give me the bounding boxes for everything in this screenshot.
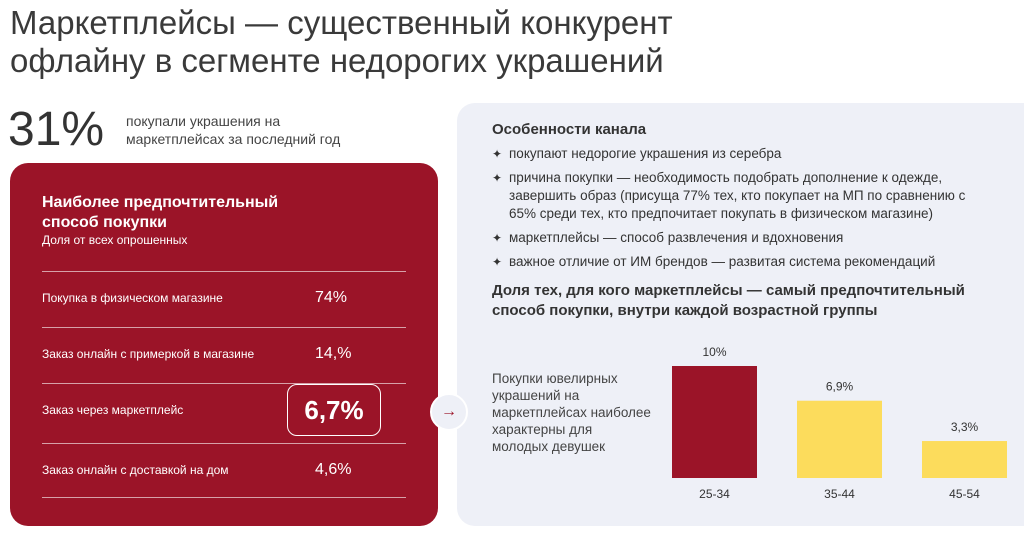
panel-title: Наиболее предпочтительный способ покупки	[42, 194, 279, 231]
channel-features-panel: Особенности канала покупают недорогие ук…	[457, 103, 1024, 526]
panel-subtitle: Доля от всех опрошенных	[42, 233, 188, 247]
row-label: Покупка в физическом магазине	[42, 291, 223, 305]
feature-item: маркетплейсы — способ развлечения и вдох…	[492, 229, 982, 247]
table-row: Заказ онлайн с примеркой в магазине 14,%	[42, 327, 406, 382]
arrow-icon: →	[430, 393, 468, 431]
page-title: Маркетплейсы — существенный конкурент оф…	[10, 4, 673, 79]
row-value: 4,6%	[315, 461, 352, 478]
chart: 10% 25-34 6,9% 35-44 3,3% 45-54	[672, 345, 1007, 501]
chart-title: Доля тех, для кого маркетплейсы — самый …	[492, 282, 965, 319]
row-value: 6,7%	[287, 384, 381, 436]
bar	[672, 366, 757, 478]
table-rule	[42, 497, 406, 498]
row-value: 74%	[315, 289, 348, 306]
row-value: 14,%	[315, 345, 352, 362]
table-row: Покупка в физическом магазине 74%	[42, 271, 406, 326]
stat-label: покупали украшения на маркетплейсах за п…	[126, 113, 341, 147]
feature-item: покупают недорогие украшения из серебра	[492, 145, 982, 163]
feature-item: важное отличие от ИМ брендов — развитая …	[492, 253, 982, 271]
stat-value: 31%	[8, 103, 105, 156]
x-tick-label: 35-44	[824, 487, 855, 501]
x-tick-label: 45-54	[949, 487, 980, 501]
row-label: Заказ через маркетплейс	[42, 403, 184, 417]
value-label: 3,3%	[951, 420, 979, 434]
row-label: Заказ онлайн с примеркой в магазине	[42, 347, 255, 361]
row-label: Заказ онлайн с доставкой на дом	[42, 463, 229, 477]
bar	[797, 400, 882, 478]
feature-item: причина покупки — необходимость подобрат…	[492, 169, 982, 223]
preferred-channel-panel: Наиболее предпочтительный способ покупки…	[10, 163, 438, 526]
table-row: Заказ через маркетплейс 6,7%	[42, 383, 406, 438]
bar	[922, 441, 1007, 478]
features-title: Особенности канала	[492, 121, 647, 138]
x-tick-label: 25-34	[699, 487, 730, 501]
chart-annotation: Покупки ювелирных украшений на маркетпле…	[492, 371, 651, 454]
features-list: покупают недорогие украшения из серебра п…	[492, 145, 982, 277]
table-row: Заказ онлайн с доставкой на дом 4,6%	[42, 443, 406, 498]
value-label: 10%	[702, 345, 726, 359]
value-label: 6,9%	[826, 380, 854, 394]
